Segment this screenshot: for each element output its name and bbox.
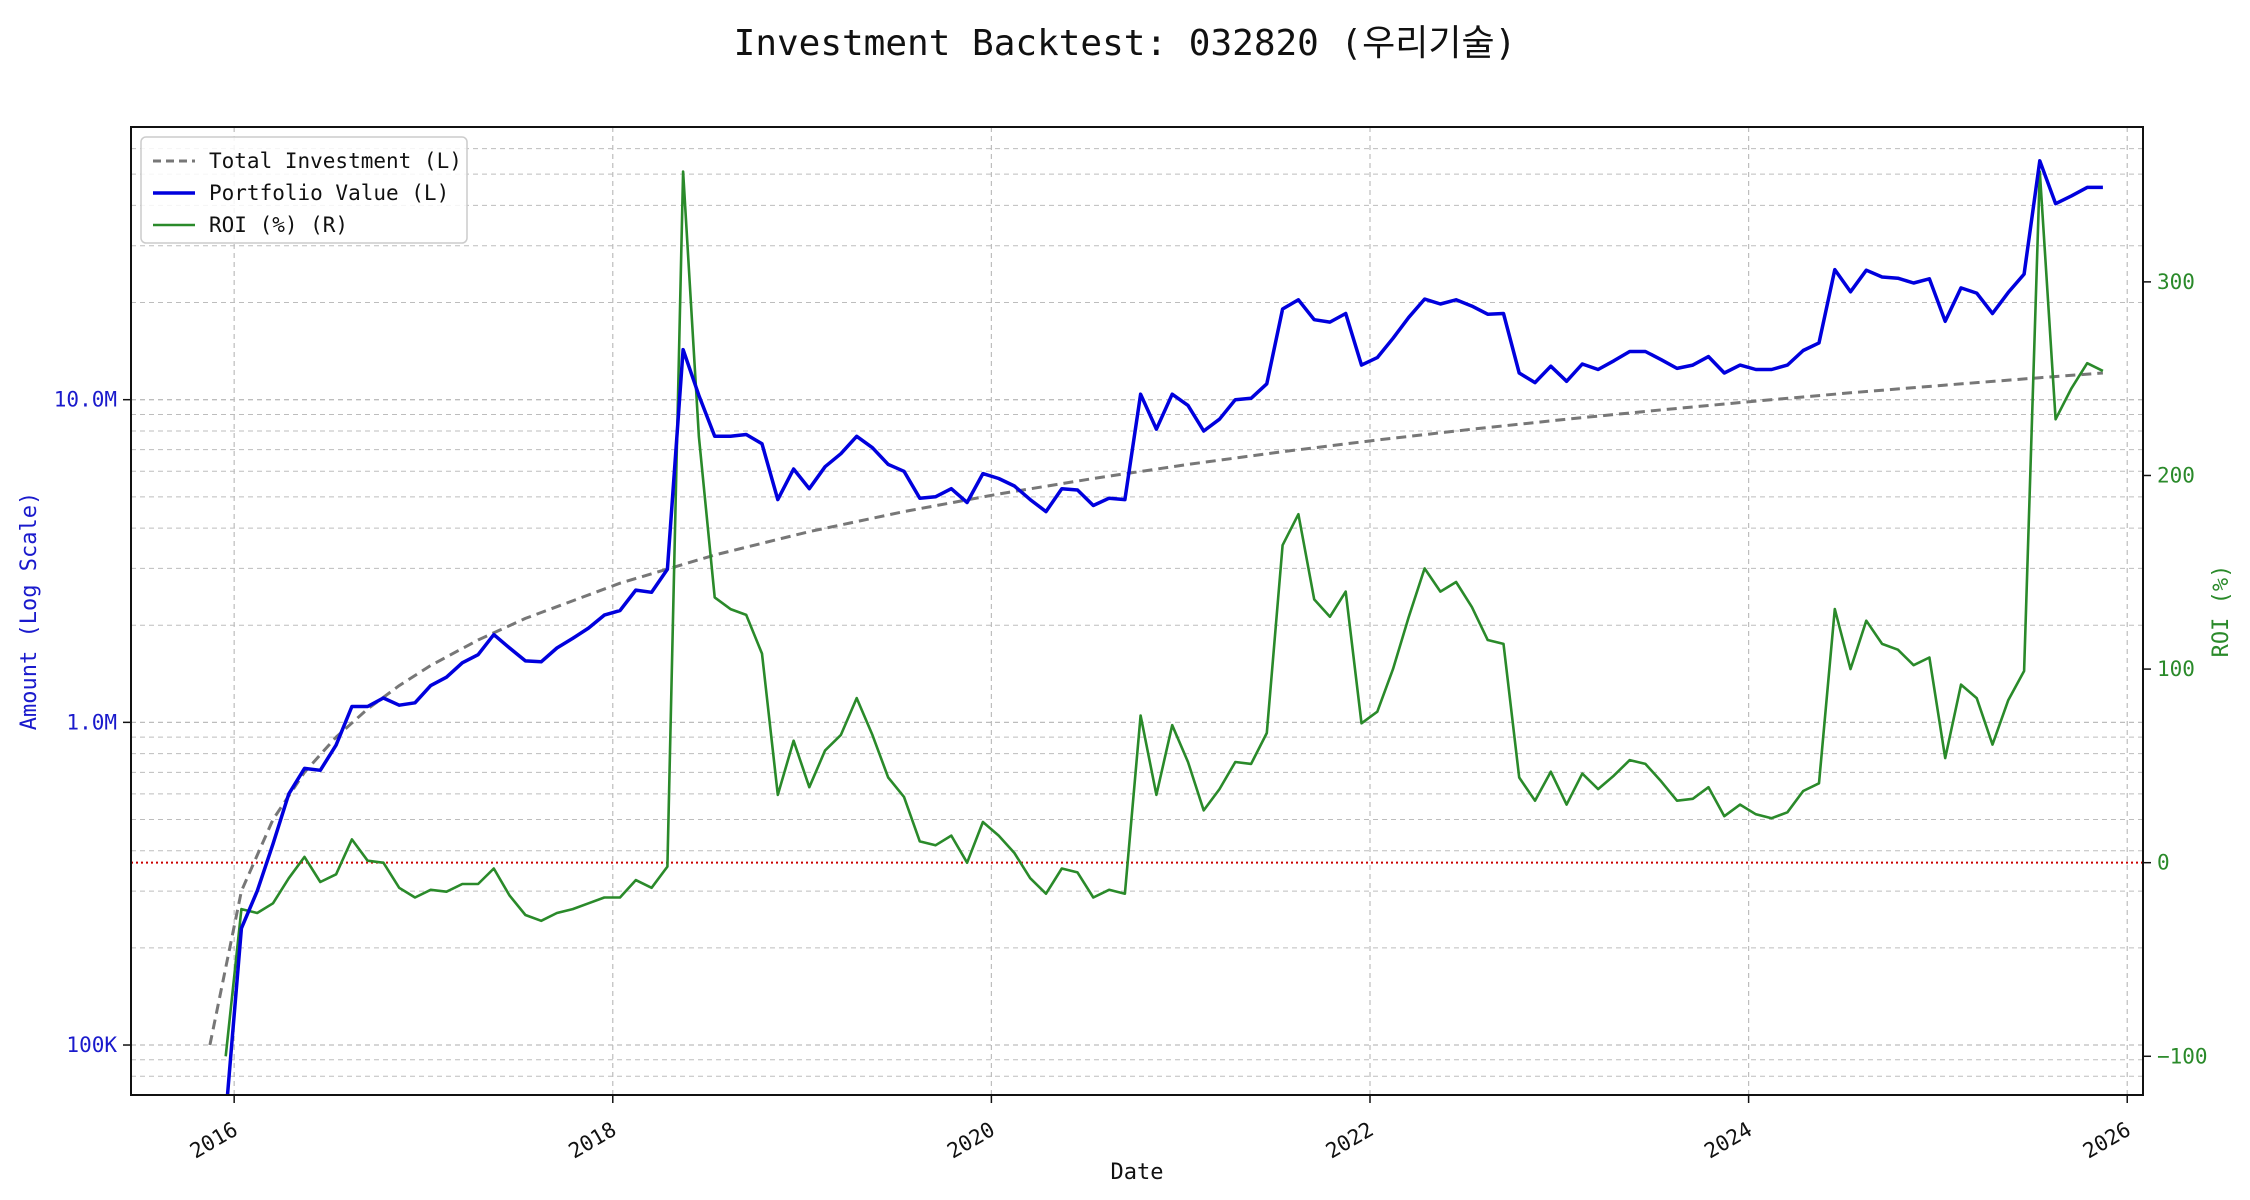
- left-tick-label: 1.0M: [66, 710, 117, 734]
- x-tick-label: 2022: [1322, 1117, 1378, 1163]
- legend-box: [140, 136, 468, 244]
- right-tick-label: 0: [2157, 851, 2170, 875]
- x-tick-label: 2024: [1700, 1117, 1756, 1163]
- series-lines: [208, 159, 2104, 1095]
- grid-lines: [131, 126, 2143, 1096]
- left-y-axis-ticks: 100K 1.0M 10.0M: [54, 388, 131, 1057]
- left-y-axis-label: Amount (Log Scale): [17, 492, 42, 730]
- x-tick-label: 2018: [564, 1117, 620, 1163]
- series-line-1: [225, 159, 2103, 1095]
- legend-label: Portfolio Value (L): [209, 181, 449, 205]
- series-line-0: [208, 371, 2104, 1046]
- x-axis-label: Date: [1111, 1160, 1164, 1185]
- right-tick-label: 100: [2157, 657, 2195, 681]
- right-y-axis-label: ROI (%): [2209, 565, 2234, 658]
- x-tick-label: 2020: [943, 1117, 999, 1163]
- legend: Total Investment (L) Portfolio Value (L) R…: [140, 136, 468, 244]
- x-axis-ticks: 2016 2018 2020 2022 2024 2026: [186, 1095, 2135, 1163]
- chart-title: Investment Backtest: 032820 (우리기술): [733, 23, 1517, 64]
- x-tick-label: 2016: [186, 1117, 242, 1163]
- right-tick-label: 200: [2157, 463, 2195, 487]
- left-tick-label: 10.0M: [54, 388, 117, 412]
- right-tick-label: −100: [2157, 1044, 2208, 1068]
- right-y-axis-ticks: −100 0 100 200 300: [2143, 270, 2208, 1068]
- x-tick-label: 2026: [2079, 1117, 2135, 1163]
- legend-label: Total Investment (L): [209, 149, 462, 173]
- right-tick-label: 300: [2157, 270, 2195, 294]
- series-line-2: [224, 170, 2104, 1057]
- left-tick-label: 100K: [66, 1033, 117, 1057]
- plot-frame: [130, 126, 2144, 1096]
- legend-label: ROI (%) (R): [209, 213, 348, 237]
